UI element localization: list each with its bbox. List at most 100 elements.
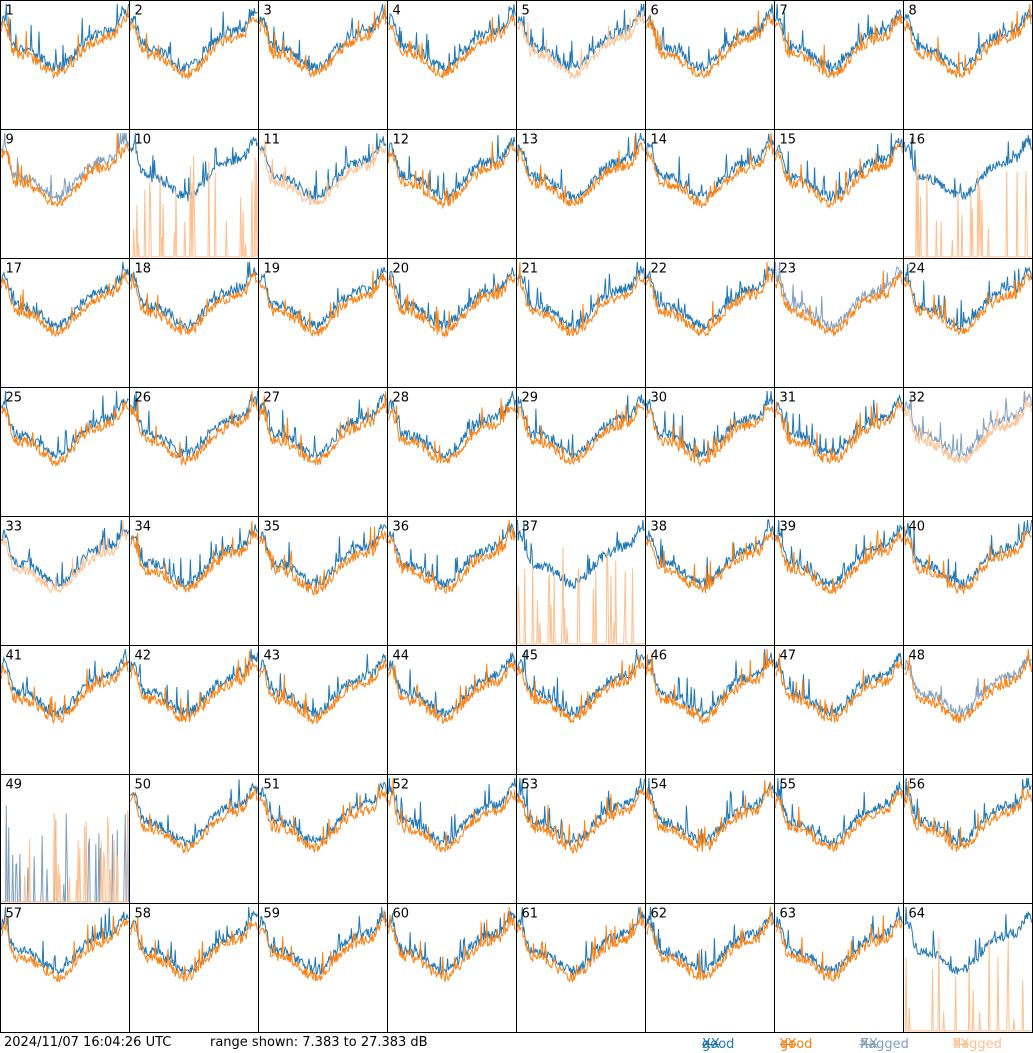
- tile-33-yy-line: [1, 519, 129, 594]
- tile-number-label: 5: [522, 4, 530, 19]
- tile-21-yy-line: [517, 261, 645, 337]
- tile-53-yy-line: [517, 789, 645, 854]
- tile-frame: [0, 774, 130, 904]
- tile-54-yy-line: [646, 779, 774, 852]
- tile-panel-32: 32: [903, 387, 1033, 517]
- tile-number-label: 9: [6, 133, 14, 148]
- tile-number-label: 13: [522, 133, 539, 148]
- tile-16-yy-line: [904, 165, 1032, 258]
- tile-panel-2: 2: [129, 0, 259, 130]
- tile-60-yy-line: [388, 906, 516, 982]
- tile-frame: [903, 774, 1033, 904]
- tile-17-yy-line: [1, 270, 129, 338]
- tile-15-yy-line: [775, 141, 903, 210]
- tile-12-yy-line: [388, 141, 516, 210]
- tile-number-label: 59: [264, 907, 281, 922]
- tile-frame: [387, 387, 517, 517]
- tile-panel-36: 36: [387, 516, 517, 646]
- tile-panel-4: 4: [387, 0, 517, 130]
- tile-number-label: 31: [780, 391, 797, 406]
- tile-47-yy-line: [775, 653, 903, 723]
- tile-frame: [0, 903, 130, 1033]
- tile-number-label: 54: [651, 778, 668, 793]
- tile-number-label: 41: [6, 649, 23, 664]
- tile-panel-34: 34: [129, 516, 259, 646]
- tile-number-label: 50: [135, 778, 152, 793]
- tile-number-label: 3: [264, 4, 272, 19]
- tile-panel-15: 15: [774, 129, 904, 259]
- tile-panel-29: 29: [516, 387, 646, 517]
- tile-44-xx-line: [388, 651, 516, 718]
- tile-2-yy-line: [130, 17, 258, 81]
- tile-number-label: 63: [780, 907, 797, 922]
- tile-64-xx-line: [904, 906, 1032, 975]
- tile-frame: [903, 258, 1033, 388]
- tile-panel-38: 38: [645, 516, 775, 646]
- tile-panel-11: 11: [258, 129, 388, 259]
- tile-frame: [129, 516, 259, 646]
- tile-panel-26: 26: [129, 387, 259, 517]
- tile-number-label: 44: [393, 649, 410, 664]
- tile-8-xx-line: [904, 7, 1032, 72]
- tile-20-yy-line: [388, 273, 516, 338]
- tile-number-label: 26: [135, 391, 152, 406]
- tile-panel-44: 44: [387, 645, 517, 775]
- tile-number-label: 51: [264, 778, 281, 793]
- tile-10-yy-line: [130, 156, 258, 258]
- tile-number-label: 11: [264, 133, 281, 148]
- tile-14-yy-line: [646, 132, 774, 208]
- tile-frame: [903, 387, 1033, 517]
- tile-28-yy-line: [388, 398, 516, 464]
- tile-41-yy-line: [1, 660, 129, 725]
- tile-panel-3: 3: [258, 0, 388, 130]
- range-text: range shown: 7.383 to 27.383 dB: [210, 1035, 428, 1050]
- tile-18-yy-line: [130, 271, 258, 336]
- tile-number-label: 7: [780, 4, 788, 19]
- tile-31-yy-line: [775, 399, 903, 465]
- tile-36-xx-line: [388, 523, 516, 589]
- tile-45-yy-line: [517, 655, 645, 724]
- tile-22-yy-line: [646, 261, 774, 337]
- tile-61-yy-line: [517, 906, 645, 983]
- tile-panel-45: 45: [516, 645, 646, 775]
- tile-number-label: 37: [522, 520, 539, 535]
- tile-number-label: 25: [6, 391, 23, 406]
- tile-number-label: 18: [135, 262, 152, 277]
- tile-number-label: 6: [651, 4, 659, 19]
- tile-number-label: 47: [780, 649, 797, 664]
- tile-number-label: 61: [522, 907, 539, 922]
- tile-9-yy-line: [1, 133, 129, 208]
- tile-number-label: 19: [264, 262, 281, 277]
- tile-number-label: 35: [264, 520, 281, 535]
- tile-62-xx-line: [646, 906, 774, 976]
- tile-panel-17: 17: [0, 258, 130, 388]
- tile-number-label: 52: [393, 778, 410, 793]
- tile-frame: [774, 258, 904, 388]
- tile-20-xx-line: [388, 267, 516, 330]
- tile-panel-60: 60: [387, 903, 517, 1033]
- tile-8-yy-line: [904, 3, 1032, 79]
- tile-frame: [0, 129, 130, 259]
- tile-1-yy-line: [1, 8, 129, 79]
- tile-number-label: 1: [6, 4, 14, 19]
- tile-panel-12: 12: [387, 129, 517, 259]
- tile-frame: [129, 387, 259, 517]
- tile-panel-56: 56: [903, 774, 1033, 904]
- tile-panel-14: 14: [645, 129, 775, 259]
- tile-frame: [903, 516, 1033, 646]
- tile-panel-49: 49: [0, 774, 130, 904]
- tile-panel-51: 51: [258, 774, 388, 904]
- tile-panel-48: 48: [903, 645, 1033, 775]
- tile-number-label: 16: [909, 133, 926, 148]
- tile-7-yy-line: [775, 13, 903, 79]
- tile-number-label: 60: [393, 907, 410, 922]
- tile-frame: [0, 258, 130, 388]
- tile-number-label: 42: [135, 649, 152, 664]
- tile-panel-40: 40: [903, 516, 1033, 646]
- tile-panel-30: 30: [645, 387, 775, 517]
- tile-panel-35: 35: [258, 516, 388, 646]
- tile-27-xx-line: [259, 393, 387, 460]
- tile-panel-22: 22: [645, 258, 775, 388]
- tile-38-yy-line: [646, 530, 774, 594]
